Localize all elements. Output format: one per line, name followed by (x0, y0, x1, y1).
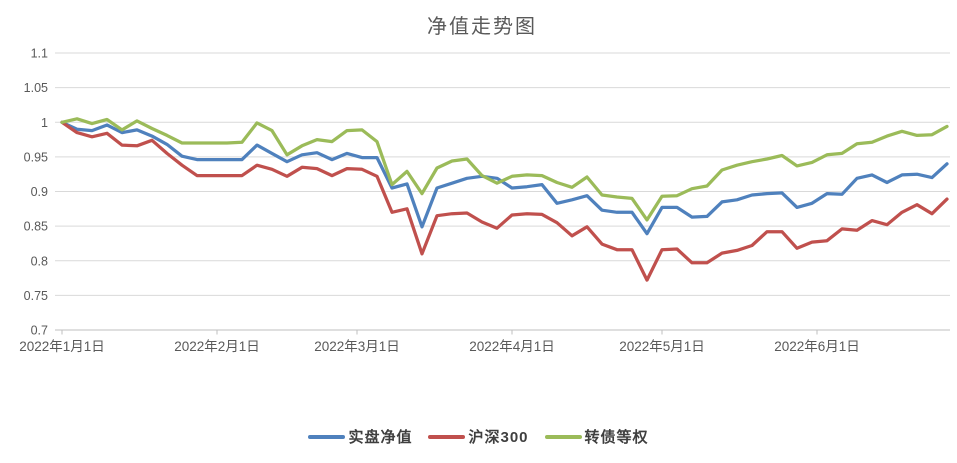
y-tick-label: 1.1 (31, 47, 48, 61)
legend-label: 沪深300 (468, 429, 529, 446)
series-line-0 (60, 120, 949, 236)
legend-line-sample-green (544, 434, 582, 439)
y-tick-label: 1 (41, 116, 48, 130)
x-tick-label: 2022年3月1日 (314, 339, 400, 354)
legend-line-sample-red (428, 434, 466, 439)
legend-line-sample-blue (308, 434, 346, 439)
x-tick-label: 2022年1月1日 (19, 339, 105, 354)
y-tick-label: 0.75 (24, 289, 48, 303)
y-tick-label: 0.9 (31, 185, 48, 199)
chart-title: 净值走势图 (427, 15, 537, 38)
series-line-1 (60, 120, 949, 282)
legend-item-hushen300: 沪深300 (428, 426, 528, 447)
y-tick-label: 0.95 (24, 150, 48, 164)
series-line-2 (60, 117, 949, 222)
legend-label: 转债等权 (584, 429, 649, 446)
legend-item-shipan-jingzhi: 实盘净值 (308, 426, 412, 447)
y-tick-label: 0.85 (24, 220, 48, 234)
x-tick-label: 2022年4月1日 (469, 339, 555, 354)
y-tick-label: 0.7 (31, 324, 48, 338)
legend-item-zhuanzhai-dengquan: 转债等权 (544, 426, 649, 447)
plot-area: 净值走势图 1.1 1.05 1 0.95 0.9 0.85 0.8 0.75 0.7 2022… (19, 15, 950, 354)
net-value-trend-chart: 净值走势图 1.1 1.05 1 0.95 0.9 0.85 0.8 0.75 0.7 2022… (19, 15, 950, 446)
x-tick-label: 2022年6月1日 (774, 339, 860, 354)
y-tick-label: 1.05 (24, 81, 48, 95)
series-lines (60, 117, 949, 282)
legend-label: 实盘净值 (348, 429, 413, 446)
y-tick-label: 0.8 (31, 254, 48, 268)
x-axis: 2022年1月1日 2022年2月1日 2022年3月1日 2022年4月1日 2022… (19, 329, 950, 354)
x-tick-label: 2022年2月1日 (174, 339, 260, 354)
y-axis-labels: 1.1 1.05 1 0.95 0.9 0.85 0.8 0.75 0.7 (24, 47, 48, 338)
gridlines (55, 52, 950, 331)
x-tick-label: 2022年5月1日 (619, 339, 705, 354)
legend: 实盘净值 沪深300 转债等权 (0, 426, 957, 447)
